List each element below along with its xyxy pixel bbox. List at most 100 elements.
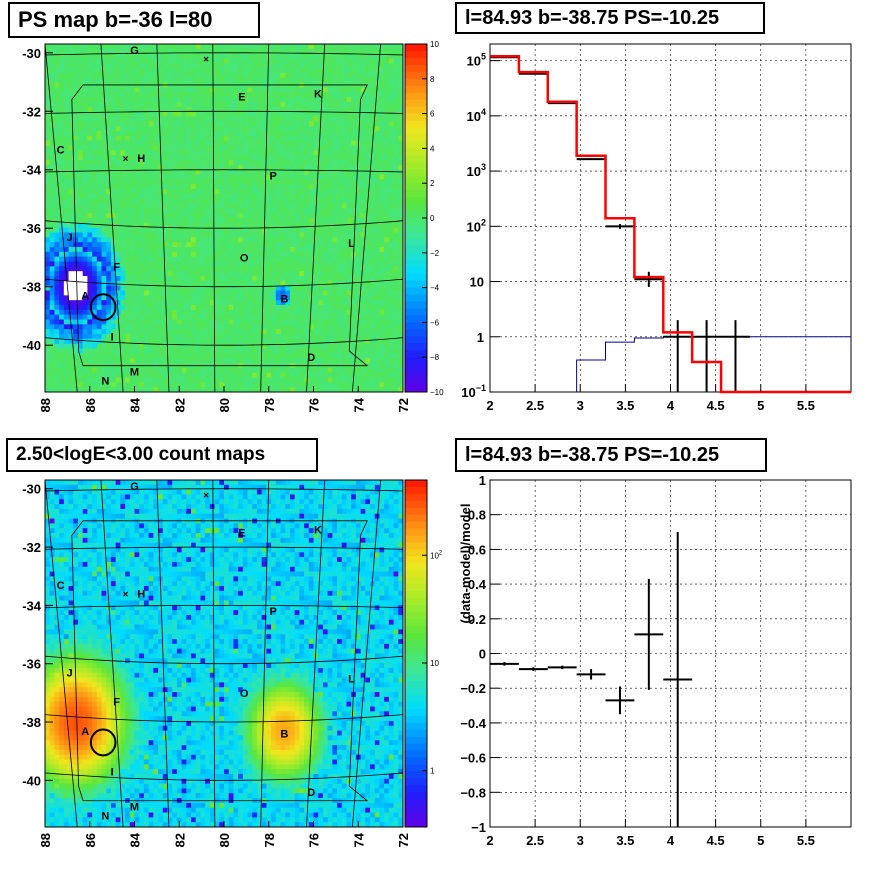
x-tick-label: 86 <box>83 398 98 412</box>
x-tick-label: 5.5 <box>797 833 815 848</box>
y-tick-label: -32 <box>22 540 41 555</box>
countmap-heatmap <box>45 480 403 827</box>
x-tick-label: 84 <box>128 397 143 412</box>
spectrum-grid <box>490 44 851 392</box>
source-label-p: P <box>270 606 277 618</box>
cross-marker: × <box>123 590 129 601</box>
residual-point <box>518 667 548 671</box>
source-label-h: H <box>137 153 145 165</box>
x-tick-label: 76 <box>307 398 322 412</box>
residual-point <box>490 662 519 666</box>
model-step <box>490 55 851 394</box>
y-tick-label: −1 <box>471 820 486 835</box>
x-tick-label: 3.5 <box>616 398 634 413</box>
source-label-n: N <box>101 810 109 822</box>
colorbar-tick-label: −10 <box>430 388 444 397</box>
y-tick-label: -38 <box>22 280 41 295</box>
colorbar-tick-label: 10 <box>430 40 439 49</box>
source-label-e: E <box>238 92 245 104</box>
source-label-n: N <box>101 375 109 387</box>
y-tick-label: -40 <box>22 338 41 353</box>
source-label-j: J <box>67 232 73 244</box>
x-tick-label: 82 <box>172 833 187 847</box>
y-tick-label: 0 <box>479 647 486 662</box>
y-tick-label: 1 <box>477 330 484 345</box>
y-tick-label: 104 <box>467 107 486 124</box>
cross-marker: × <box>203 491 209 502</box>
source-label-m: M <box>130 802 139 814</box>
y-tick-label: -34 <box>22 598 42 613</box>
data-point <box>576 158 606 161</box>
x-tick-label: 74 <box>351 832 366 847</box>
data-point <box>692 320 722 392</box>
x-tick-label: 2.5 <box>526 833 544 848</box>
source-label-a: A <box>81 290 89 302</box>
y-tick-label: −0.2 <box>460 681 486 696</box>
source-label-e: E <box>238 527 245 539</box>
source-label-g: G <box>130 481 139 493</box>
source-label-l: L <box>348 238 355 250</box>
data-point <box>634 271 664 287</box>
x-tick-label: 74 <box>351 397 366 412</box>
x-tick-label: 4.5 <box>707 833 725 848</box>
countmap-panel: G E K C H P J L O F A B I D M N × × 88 86 84 82 80 78 76 74 72 -30 -… <box>22 479 443 847</box>
residual-point <box>605 686 635 715</box>
source-label-i: I <box>111 767 114 779</box>
data-point <box>518 72 548 75</box>
y-tick-label: 0.2 <box>468 612 486 627</box>
source-label-k: K <box>314 525 322 537</box>
y-tick-label: 10 <box>470 275 484 290</box>
source-label-o: O <box>240 688 249 700</box>
colorbar-tick-label: −4 <box>430 284 440 293</box>
y-tick-label: 0.6 <box>468 542 486 557</box>
x-tick-label: 82 <box>172 398 187 412</box>
x-tick-label: 2.5 <box>526 398 544 413</box>
source-label-f: F <box>113 261 120 273</box>
y-tick-label: −0.4 <box>460 716 486 731</box>
source-label-d: D <box>307 787 315 799</box>
y-tick-label: -34 <box>22 163 42 178</box>
y-tick-label: 0.4 <box>468 577 487 592</box>
x-tick-label: 5 <box>757 833 764 848</box>
x-tick-label: 2 <box>486 833 493 848</box>
x-tick-label: 78 <box>262 833 277 847</box>
y-tick-label: 103 <box>467 162 486 179</box>
x-tick-label: 88 <box>38 833 53 847</box>
source-label-m: M <box>130 367 139 379</box>
colorbar-tick-label: −8 <box>430 353 440 362</box>
x-tick-label: 4.5 <box>707 398 725 413</box>
y-tick-label: 1 <box>479 473 486 488</box>
residual-point <box>576 669 606 680</box>
residual-grid <box>490 480 851 827</box>
colorbar-tick-label: 2 <box>430 179 435 188</box>
psmap-title: PS map b=-36 l=80 <box>8 2 260 38</box>
residual-panel: 2 2.5 3 3.5 4 4.5 5 5.5 1 0.8 0.6 0.4 0.2 0 −0.2 −0.4 −0… <box>458 473 852 848</box>
x-tick-label: 4 <box>667 833 675 848</box>
x-tick-label: 2 <box>486 398 493 413</box>
y-tick-label: -38 <box>22 715 41 730</box>
colorbar-tick-label: 6 <box>430 110 435 119</box>
data-point <box>663 320 693 392</box>
y-tick-label: -30 <box>22 482 41 497</box>
x-tick-label: 78 <box>262 398 277 412</box>
source-label-g: G <box>130 45 139 57</box>
countmap-graticule <box>45 480 403 827</box>
residual-point <box>634 578 664 690</box>
colorbar-tick-label: 8 <box>430 75 435 84</box>
x-tick-label: 3 <box>577 398 584 413</box>
source-label-p: P <box>270 171 277 183</box>
colorbar-tick-label: 4 <box>430 144 435 153</box>
source-label-c: C <box>57 580 65 592</box>
x-tick-label: 80 <box>217 398 232 412</box>
y-tick-label: -36 <box>22 221 41 236</box>
source-label-b: B <box>280 729 288 741</box>
psmap-roi-circle <box>89 293 117 322</box>
countmap-roi-circle <box>89 728 117 757</box>
spectrum-panel: 2 2.5 3 3.5 4 4.5 5 5.5 10 1 <box>470 43 852 413</box>
cross-marker: × <box>203 55 209 66</box>
colorbar-tick-label: −2 <box>430 249 440 258</box>
colorbar-tick-label: −6 <box>430 318 440 327</box>
x-tick-label: 86 <box>83 833 98 847</box>
